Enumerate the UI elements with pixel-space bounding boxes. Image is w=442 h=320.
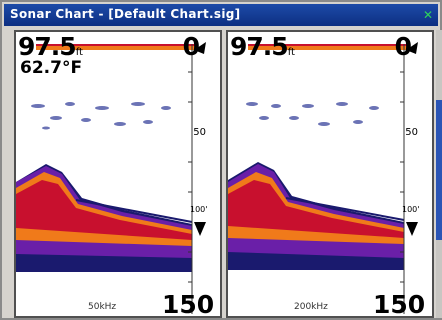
frequency-label: 50kHz [88,302,117,312]
scrollbar-thumb[interactable] [436,100,442,240]
vertical-scrollbar[interactable] [436,30,442,318]
depth-readout: 97.5ft [230,32,295,61]
scale-top-depth: 0 [394,32,412,61]
window-title: Sonar Chart - [Default Chart.sig] [10,7,241,21]
frequency-label: 200kHz [294,302,328,312]
scale-bottom-depth: 150 [373,290,426,318]
depth-readout: 97.5ft [18,32,83,61]
title-bar[interactable]: Sonar Chart - [Default Chart.sig] ✕ [4,4,438,26]
close-icon[interactable]: ✕ [422,8,434,22]
bottom-depth-marker: 100' [190,205,208,214]
scale-bottom-depth: 150 [162,290,215,318]
scale-mid-depth: 50 [405,127,418,138]
sonar-display-left [16,42,206,314]
sonar-panel-right[interactable]: 97.5ft 0 50 100' 200kHz 150 [226,30,434,318]
scale-mid-depth: 50 [193,127,206,138]
sonar-display-right [228,42,418,314]
bottom-depth-marker: 100' [402,205,420,214]
scale-top-depth: 0 [182,32,200,61]
sonar-panel-left[interactable]: 97.5ft 62.7°F 0 50 100' 50kHz 150 [14,30,222,318]
water-temperature: 62.7°F [20,58,83,78]
